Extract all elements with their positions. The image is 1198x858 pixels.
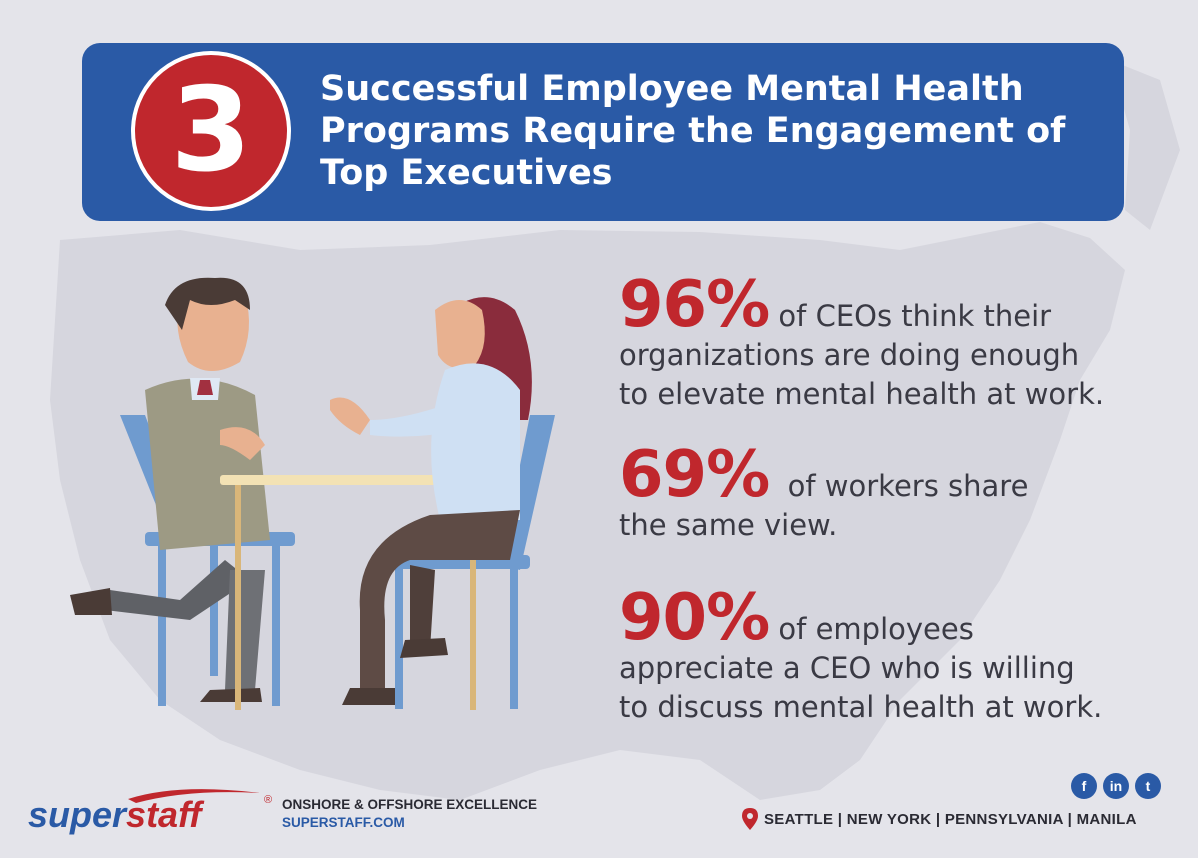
stat-lead: of employees	[778, 612, 974, 646]
social-links: f in t	[1071, 773, 1161, 799]
superstaff-logo[interactable]: superstaff ®	[28, 785, 283, 835]
table	[220, 475, 490, 710]
stat-lead: of CEOs think their	[778, 299, 1052, 333]
brand-tagline: ONSHORE & OFFSHORE EXCELLENCE	[282, 797, 538, 812]
section-number-badge: 3	[131, 51, 291, 211]
page-title: Successful Employee Mental Health Progra…	[320, 68, 1080, 194]
website-link[interactable]: SUPERSTAFF.COM	[282, 815, 405, 830]
stat-text-line: organizations are doing enough	[619, 338, 1080, 372]
locations-bar: SEATTLE | NEW YORK | PENNSYLVANIA | MANI…	[742, 808, 1137, 830]
stat-text-line: to discuss mental health at work.	[619, 690, 1103, 724]
stat-block: 90% of employees appreciate a CEO who is…	[619, 586, 1179, 727]
title-line: Successful Employee Mental Health	[320, 69, 1024, 109]
title-line: Top Executives	[320, 153, 613, 193]
linkedin-icon[interactable]: in	[1103, 773, 1129, 799]
stat-block: 69% of workers share the same view.	[619, 443, 1179, 545]
stat-value: 69%	[619, 438, 770, 512]
stat-value: 90%	[619, 581, 770, 655]
stat-text-line: to elevate mental health at work.	[619, 377, 1105, 411]
logo-text: superstaff	[28, 794, 204, 835]
woman-figure	[330, 297, 532, 705]
registered-mark: ®	[264, 794, 272, 806]
stat-text-line: appreciate a CEO who is willing	[619, 651, 1075, 685]
twitter-icon[interactable]: t	[1135, 773, 1161, 799]
meeting-illustration	[70, 277, 555, 710]
location-pin-icon	[742, 808, 758, 830]
facebook-icon[interactable]: f	[1071, 773, 1097, 799]
stat-value: 96%	[619, 268, 770, 342]
locations-text: SEATTLE | NEW YORK | PENNSYLVANIA | MANI…	[764, 810, 1137, 828]
stat-lead: of workers share	[787, 469, 1029, 503]
title-line: Programs Require the Engagement of	[320, 111, 1066, 151]
stat-block: 96% of CEOs think their organizations ar…	[619, 273, 1179, 414]
stat-text-line: the same view.	[619, 508, 838, 542]
